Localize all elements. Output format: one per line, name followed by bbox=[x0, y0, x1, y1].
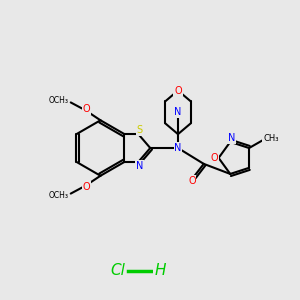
Text: O: O bbox=[188, 176, 196, 186]
Text: N: N bbox=[136, 161, 143, 171]
Text: S: S bbox=[136, 125, 142, 135]
Text: O: O bbox=[211, 153, 218, 163]
Text: OCH₃: OCH₃ bbox=[49, 191, 69, 200]
Text: N: N bbox=[227, 133, 235, 143]
Text: O: O bbox=[83, 182, 90, 192]
Text: N: N bbox=[174, 107, 182, 117]
Text: O: O bbox=[174, 85, 182, 96]
Text: H: H bbox=[154, 263, 166, 278]
Text: OCH₃: OCH₃ bbox=[49, 96, 69, 105]
Text: Cl: Cl bbox=[111, 263, 126, 278]
Text: O: O bbox=[83, 104, 90, 114]
Text: CH₃: CH₃ bbox=[263, 134, 279, 142]
Text: N: N bbox=[174, 143, 182, 153]
